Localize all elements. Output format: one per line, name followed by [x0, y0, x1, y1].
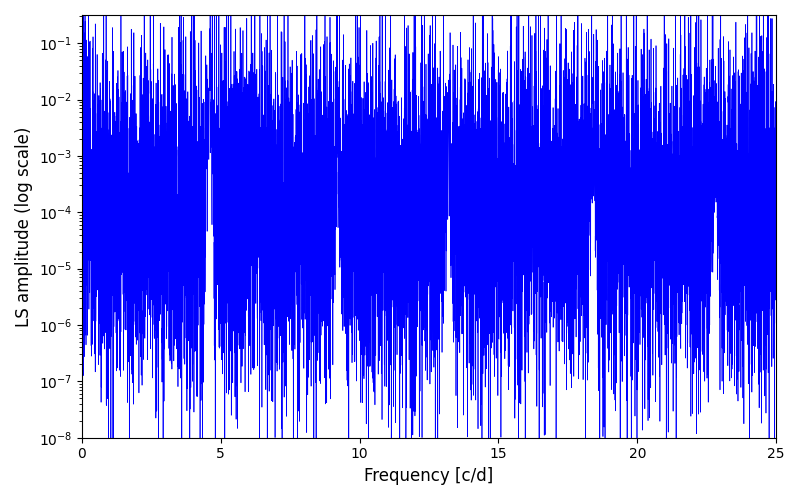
X-axis label: Frequency [c/d]: Frequency [c/d] [364, 467, 494, 485]
Y-axis label: LS amplitude (log scale): LS amplitude (log scale) [15, 126, 33, 326]
